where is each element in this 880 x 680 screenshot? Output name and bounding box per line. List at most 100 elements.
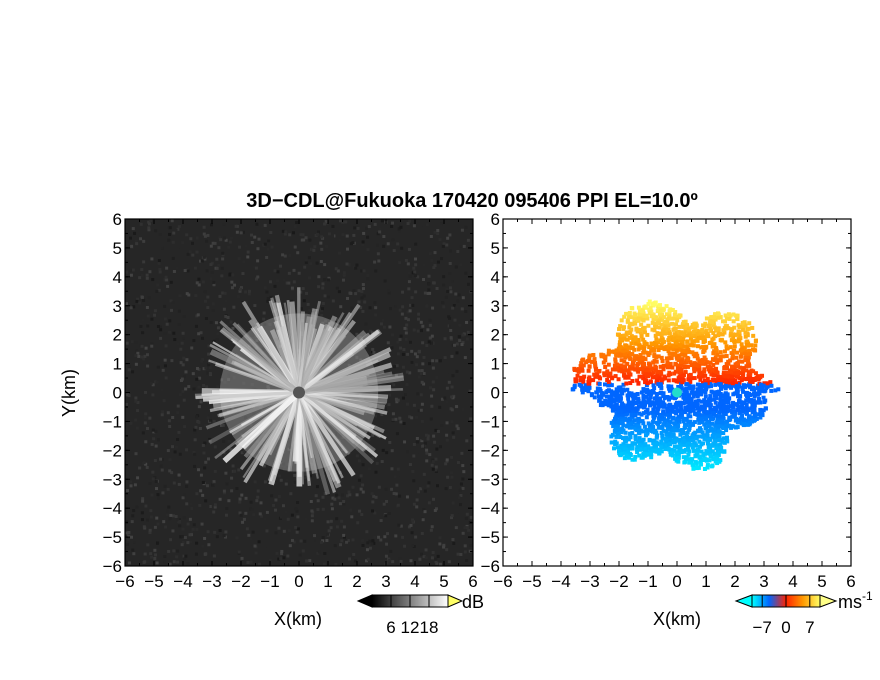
- noise-pixel: [449, 249, 453, 253]
- noise-pixel: [280, 552, 284, 556]
- noise-pixel: [319, 241, 323, 245]
- noise-pixel: [454, 529, 458, 533]
- echo-ray: [296, 328, 330, 394]
- noise-pixel: [342, 271, 346, 275]
- noise-pixel: [133, 231, 137, 235]
- noise-pixel: [256, 275, 260, 279]
- noise-pixel: [398, 494, 402, 498]
- velocity-pixel: [717, 414, 722, 419]
- velocity-pixel: [646, 372, 651, 377]
- noise-pixel: [281, 229, 285, 233]
- velocity-pixel: [729, 364, 734, 369]
- noise-pixel: [137, 354, 141, 358]
- noise-pixel: [428, 453, 432, 457]
- noise-pixel: [205, 484, 209, 488]
- velocity-pixel: [672, 444, 677, 449]
- velocity-pixel: [625, 319, 630, 324]
- velocity-pixel: [702, 369, 707, 374]
- velocity-pixel: [705, 463, 710, 468]
- noise-pixel: [438, 445, 442, 449]
- noise-pixel: [390, 224, 394, 228]
- noise-pixel: [262, 317, 266, 321]
- velocity-pixel: [740, 373, 745, 378]
- noise-pixel: [393, 365, 397, 369]
- noise-pixel: [142, 468, 146, 472]
- noise-pixel: [320, 235, 324, 239]
- velocity-pixel: [735, 425, 740, 430]
- velocity-pixel: [682, 333, 687, 338]
- velocity-pixel: [692, 323, 697, 328]
- velocity-pixel: [665, 426, 670, 431]
- noise-pixel: [265, 255, 269, 259]
- noise-pixel: [418, 453, 422, 457]
- noise-pixel: [217, 263, 221, 267]
- velocity-pixel: [692, 420, 697, 425]
- noise-pixel: [323, 492, 327, 496]
- velocity-pixel: [735, 388, 740, 393]
- noise-pixel: [416, 392, 420, 396]
- velocity-pixel: [673, 326, 678, 331]
- noise-pixel: [442, 275, 446, 279]
- noise-pixel: [383, 535, 387, 539]
- velocity-pixel: [627, 335, 632, 340]
- velocity-pixel: [633, 441, 638, 446]
- velocity-pixel: [664, 345, 669, 350]
- velocity-pixel: [664, 330, 669, 335]
- noise-pixel: [428, 318, 432, 322]
- noise-pixel: [423, 441, 427, 445]
- velocity-pixel: [679, 340, 684, 345]
- velocity-pixel: [637, 417, 642, 422]
- y-tick-label: 1: [113, 355, 122, 374]
- velocity-pixel: [683, 422, 688, 427]
- noise-pixel: [398, 308, 402, 312]
- velocity-pixel: [667, 351, 672, 356]
- velocity-pixel: [671, 378, 676, 383]
- noise-pixel: [381, 318, 385, 322]
- velocity-pixel: [673, 361, 678, 366]
- noise-pixel: [246, 561, 250, 565]
- velocity-pixel: [642, 347, 647, 352]
- noise-pixel: [372, 541, 376, 545]
- noise-pixel: [461, 477, 465, 481]
- noise-pixel: [459, 482, 463, 486]
- noise-pixel: [201, 443, 205, 447]
- noise-pixel: [179, 361, 183, 365]
- echo-ray: [297, 322, 308, 393]
- velocity-pixel: [658, 338, 663, 343]
- noise-pixel: [388, 440, 392, 444]
- noise-pixel: [141, 497, 145, 501]
- noise-pixel: [153, 309, 157, 313]
- velocity-pixel: [630, 352, 635, 357]
- velocity-pixel: [650, 327, 655, 332]
- velocity-pixel: [668, 361, 673, 366]
- noise-pixel: [413, 270, 417, 274]
- velocity-pixel: [703, 321, 708, 326]
- noise-pixel: [321, 536, 325, 540]
- noise-pixel: [146, 324, 150, 328]
- velocity-pixel: [724, 354, 729, 359]
- noise-pixel: [314, 494, 318, 498]
- velocity-pixel: [628, 315, 633, 320]
- velocity-pixel: [743, 330, 748, 335]
- noise-pixel: [371, 500, 375, 504]
- noise-pixel: [440, 397, 444, 401]
- noise-pixel: [263, 517, 267, 521]
- noise-pixel: [226, 315, 230, 319]
- velocity-pixel: [730, 410, 735, 415]
- noise-pixel: [431, 306, 435, 310]
- noise-pixel: [353, 226, 357, 230]
- velocity-pixel: [659, 342, 664, 347]
- noise-pixel: [200, 522, 204, 526]
- noise-pixel: [164, 344, 168, 348]
- noise-pixel: [142, 239, 146, 243]
- velocity-pixel: [655, 408, 660, 413]
- noise-pixel: [464, 225, 468, 229]
- velocity-pixel: [633, 336, 638, 341]
- x-tick-label: −5: [144, 572, 163, 591]
- noise-pixel: [435, 359, 439, 363]
- noise-pixel: [159, 464, 163, 468]
- noise-pixel: [373, 301, 377, 305]
- velocity-pixel: [687, 373, 692, 378]
- noise-pixel: [428, 291, 432, 295]
- velocity-pixel: [665, 409, 670, 414]
